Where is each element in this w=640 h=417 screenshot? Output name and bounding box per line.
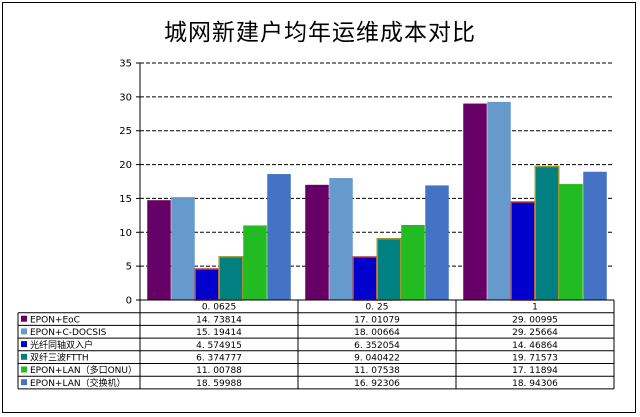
data-label: 15. 19414 — [196, 328, 242, 338]
chart-title: 城网新建户均年运维成本对比 — [164, 20, 476, 46]
data-label: 4. 574915 — [196, 341, 242, 351]
legend-label: EPON+EoC — [30, 315, 80, 325]
data-label: 16. 92306 — [354, 379, 400, 389]
data-label: 14. 46864 — [512, 341, 558, 351]
data-label: 18. 94306 — [512, 379, 558, 389]
y-tick-label: 5 — [126, 262, 132, 273]
data-label: 11. 07538 — [354, 366, 400, 376]
bar — [171, 197, 195, 300]
data-label: 17. 01079 — [354, 315, 400, 325]
legend-label: 双纤三波FTTH — [30, 352, 89, 364]
data-label: 14. 73814 — [196, 315, 242, 325]
legend-key — [21, 341, 27, 348]
bar — [243, 225, 267, 300]
legend-label: EPON+LAN（交换机） — [30, 377, 126, 389]
data-label: 17. 11894 — [512, 366, 558, 376]
bar — [352, 256, 378, 301]
y-tick-label: 10 — [119, 228, 132, 239]
x-category-label: 0. 0625 — [202, 303, 236, 313]
y-tick-label: 30 — [119, 92, 132, 103]
y-tick-label: 35 — [119, 59, 132, 70]
x-category-label: 1 — [532, 303, 538, 313]
legend-key — [21, 379, 27, 386]
bar — [401, 225, 425, 300]
data-label: 29. 25664 — [512, 328, 558, 338]
legend-label: EPON+C-DOCSIS — [30, 328, 107, 338]
data-label: 18. 59988 — [196, 379, 242, 389]
bar — [463, 103, 487, 301]
legend-key — [21, 315, 27, 322]
bar — [559, 184, 583, 300]
bar — [147, 200, 171, 300]
legend-label: EPON+LAN（多口ONU） — [30, 364, 137, 376]
bar — [218, 256, 244, 301]
legend-key — [21, 328, 27, 335]
bar — [194, 268, 220, 301]
bar — [425, 185, 449, 300]
bar — [267, 174, 291, 300]
bar — [534, 165, 560, 301]
bar — [510, 201, 536, 301]
bar — [329, 178, 353, 300]
data-label: 18. 00664 — [354, 328, 400, 338]
y-tick-label: 15 — [119, 194, 132, 205]
bar — [583, 171, 607, 300]
bar — [487, 101, 511, 301]
data-label: 29. 00995 — [512, 315, 558, 325]
legend-key — [21, 366, 27, 373]
data-label: 9. 040422 — [354, 354, 400, 364]
legend-key — [21, 353, 27, 360]
y-tick-label: 20 — [119, 160, 132, 171]
y-tick-label: 25 — [119, 126, 132, 137]
y-tick-label: 0 — [126, 296, 132, 307]
bar — [305, 184, 329, 300]
x-category-label: 0. 25 — [366, 303, 389, 313]
data-label: 6. 352054 — [354, 341, 400, 351]
data-label: 19. 71573 — [512, 354, 558, 364]
data-label: 11. 00788 — [196, 366, 242, 376]
data-label: 6. 374777 — [196, 354, 242, 364]
legend-label: 光纤同轴双入户 — [30, 339, 93, 351]
bar — [376, 238, 402, 301]
